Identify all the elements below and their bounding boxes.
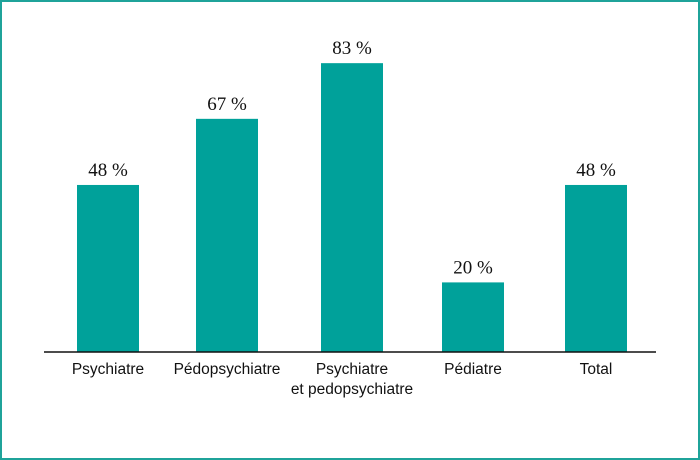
- category-label-2: Psychiatre et pedopsychiatre: [291, 361, 413, 398]
- bar-value-label-3: 20 %: [453, 257, 493, 278]
- bar-2: [321, 63, 383, 352]
- category-tick-labels: Psychiatre Pédopsychiatre Psychiatre et ped…: [72, 361, 613, 398]
- bar-value-label-1: 67 %: [207, 94, 247, 115]
- bar-3: [442, 282, 504, 352]
- bar-0: [77, 184, 139, 352]
- bar-4: [565, 184, 627, 352]
- category-label-0: Psychiatre: [72, 361, 144, 378]
- value-labels: 48 % 67 % 83 % 20 % 48 %: [88, 38, 616, 278]
- category-label-3: Pédiatre: [444, 361, 502, 378]
- bar-value-label-0: 48 %: [88, 160, 128, 181]
- bars-layer: [77, 63, 627, 352]
- bar-value-label-2: 83 %: [332, 38, 372, 59]
- category-label-1: Pédopsychiatre: [174, 361, 281, 378]
- bar-value-label-4: 48 %: [576, 160, 616, 181]
- bar-1: [196, 118, 258, 352]
- category-label-4: Total: [580, 361, 613, 378]
